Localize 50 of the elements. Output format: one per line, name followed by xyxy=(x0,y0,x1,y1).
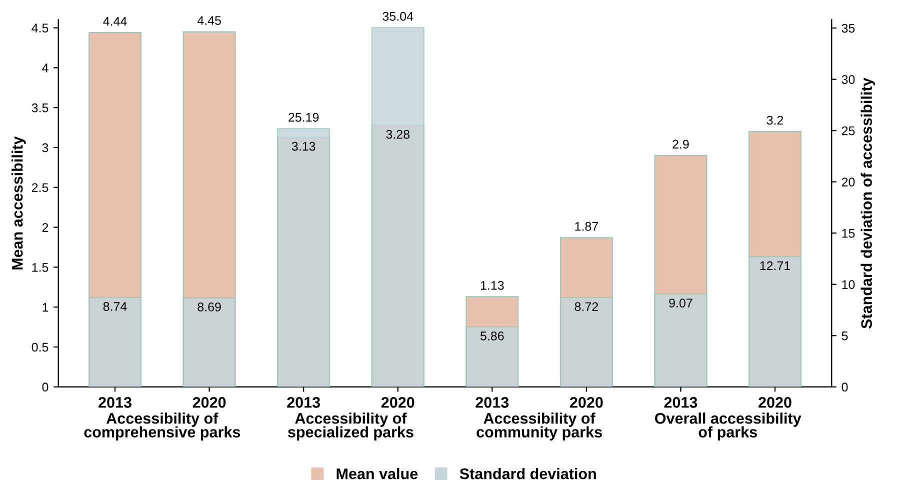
y-tick-label: 4 xyxy=(42,64,48,72)
x-tick-label: 2020 xyxy=(381,397,414,408)
y-tick-label: 2.5 xyxy=(32,183,48,192)
data-label: 1.13 xyxy=(480,280,504,290)
x-tick-label: 2013 xyxy=(664,397,698,408)
y2-axis-title: Standard deviation of accessibility xyxy=(860,78,875,329)
data-label: 25.19 xyxy=(288,112,319,122)
data-label: 3.13 xyxy=(292,142,316,151)
x-tick-label: 2020 xyxy=(758,397,792,408)
x-tick-label: 2013 xyxy=(287,397,320,408)
y2-tick-label: 25 xyxy=(842,126,855,136)
text: Accessibility of specialized parks xyxy=(288,412,414,441)
y2-tick-label: 5 xyxy=(842,332,848,340)
x-tick-label: 2013 xyxy=(98,397,132,408)
y-tick-label: 3.5 xyxy=(32,103,48,112)
data-label: 1.87 xyxy=(575,222,598,231)
legend-label: Standard deviation xyxy=(460,468,596,480)
x-tick-label: 2020 xyxy=(570,397,603,408)
x-tick-label: 2013 xyxy=(476,397,509,408)
data-label: 5.86 xyxy=(480,332,504,340)
y2-tick-label: 30 xyxy=(842,75,855,84)
y-tick-label: 3 xyxy=(42,143,48,152)
y-tick-label: 1.5 xyxy=(32,263,48,272)
data-label: 12.71 xyxy=(760,261,790,270)
text: Accessibility of comprehensive parks xyxy=(84,412,240,441)
y-tick-label: 0.5 xyxy=(32,342,48,352)
data-label: 9.07 xyxy=(669,298,692,308)
y2-tick-label: 35 xyxy=(842,24,855,33)
y2-tick-label: 20 xyxy=(842,178,855,186)
data-label: 8.72 xyxy=(574,302,598,312)
legend-label: Mean value xyxy=(336,468,418,480)
y-tick-label: 0 xyxy=(42,382,48,392)
y-tick-label: 4.5 xyxy=(32,24,48,32)
data-label: 3.28 xyxy=(386,130,410,139)
data-label: 4.44 xyxy=(103,17,127,26)
y2-tick-label: 0 xyxy=(842,382,848,392)
y2-tick-label: 10 xyxy=(842,280,855,290)
data-label: 4.45 xyxy=(197,16,221,25)
text: Overall accessibility of parks xyxy=(655,412,802,441)
data-label: 2.9 xyxy=(672,140,689,149)
data-label: 35.04 xyxy=(382,12,414,21)
data-label: 8.69 xyxy=(198,302,221,312)
y-axis-title: Mean accessibility xyxy=(12,136,26,270)
y-tick-label: 1 xyxy=(42,303,48,312)
y2-tick-label: 15 xyxy=(842,229,855,238)
data-label: 3.2 xyxy=(766,116,784,125)
text: Accessibility of community parks xyxy=(476,412,602,441)
y-tick-label: 2 xyxy=(42,223,48,232)
x-tick-label: 2020 xyxy=(192,397,226,408)
data-label: 8.74 xyxy=(103,302,127,311)
